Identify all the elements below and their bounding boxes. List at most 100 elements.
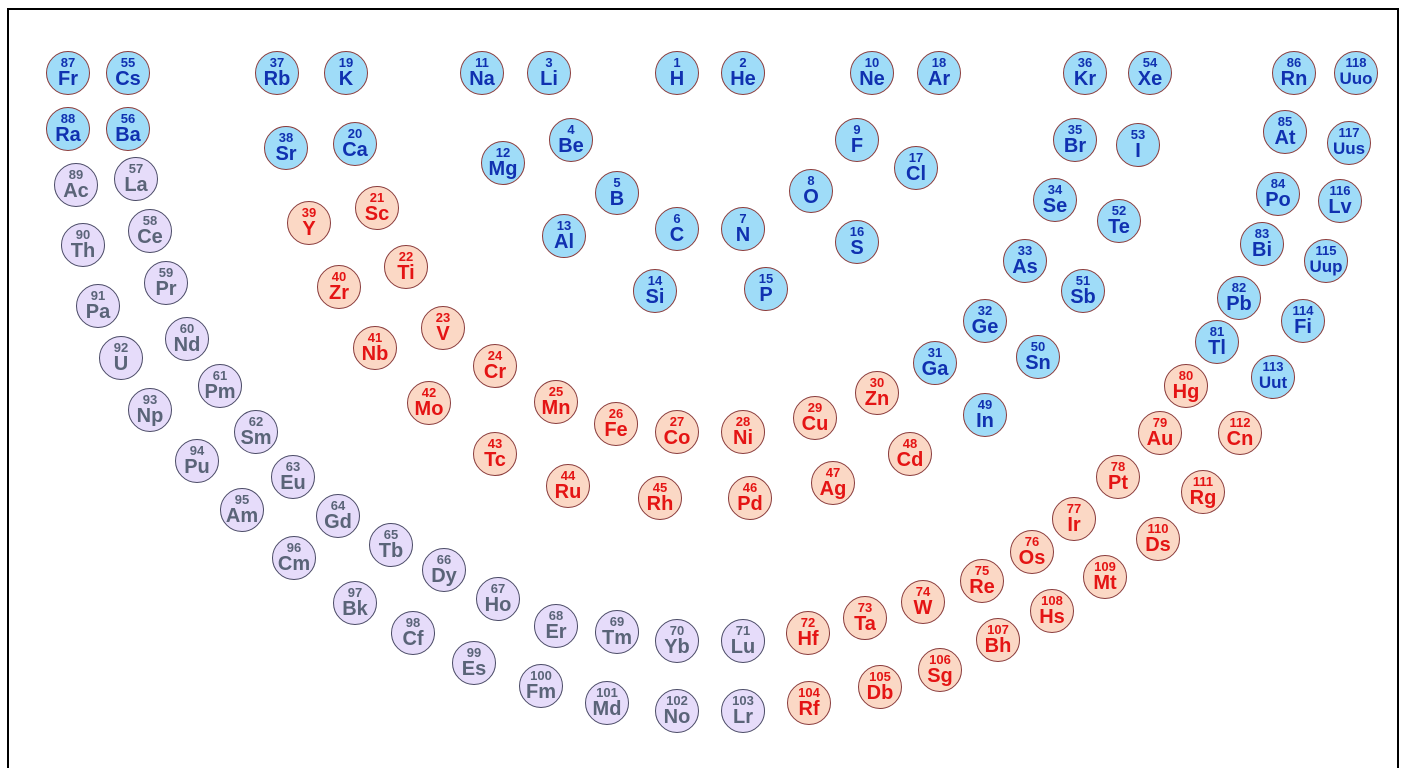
element-circle: 27 Co: [655, 410, 699, 454]
element-symbol: Fi: [1294, 316, 1312, 338]
atomic-number: 35: [1067, 122, 1083, 137]
element-circle: 111 Rg: [1181, 470, 1225, 514]
element-symbol: K: [338, 68, 354, 90]
element-symbol: Uup: [1309, 257, 1343, 276]
element-circle: 90 Th: [61, 223, 105, 267]
element-symbol: Sn: [1025, 352, 1051, 374]
atomic-number: 110: [1147, 521, 1169, 536]
element-symbol: Pr: [155, 278, 177, 300]
atomic-number: 29: [807, 400, 823, 415]
atomic-number: 62: [248, 414, 264, 429]
element-symbol: Uus: [1332, 139, 1366, 158]
atomic-number: 111: [1192, 474, 1214, 489]
atomic-number: 79: [1152, 415, 1168, 430]
element-circle: 12 Mg: [481, 141, 525, 185]
element-symbol: Mg: [488, 158, 518, 180]
element-circle: 20 Ca: [333, 122, 377, 166]
atomic-number: 50: [1030, 339, 1046, 354]
atomic-number: 48: [902, 436, 918, 451]
element-circle: 33 As: [1003, 239, 1047, 283]
element-circle: 99 Es: [452, 641, 496, 685]
element-circle: 73 Ta: [843, 596, 887, 640]
atomic-number: 91: [90, 288, 106, 303]
element-symbol: Tl: [1208, 337, 1226, 359]
atomic-number: 84: [1270, 176, 1286, 191]
element-circle: 16 S: [835, 220, 879, 264]
atomic-number: 33: [1017, 243, 1033, 258]
atomic-number: 30: [869, 375, 885, 390]
element-symbol: Db: [866, 682, 894, 704]
element-symbol: F: [850, 135, 864, 157]
element-symbol: Pt: [1108, 472, 1128, 494]
atomic-number: 1: [673, 55, 681, 70]
element-symbol: Ir: [1067, 514, 1081, 536]
element-symbol: Ac: [63, 180, 89, 202]
atomic-number: 57: [128, 161, 144, 176]
element-circle: 79 Au: [1138, 411, 1182, 455]
element-symbol: Sb: [1070, 286, 1096, 308]
atomic-number: 80: [1178, 368, 1194, 383]
element-circle: 94 Pu: [175, 439, 219, 483]
atomic-number: 44: [560, 468, 576, 483]
element-symbol: Ne: [859, 68, 885, 90]
element-circle: 60 Nd: [165, 317, 209, 361]
atomic-number: 55: [120, 55, 136, 70]
atomic-number: 75: [974, 563, 990, 578]
element-symbol: Li: [540, 68, 558, 90]
atomic-number: 16: [849, 224, 865, 239]
element-symbol: H: [669, 68, 685, 90]
element-symbol: Ti: [397, 262, 415, 284]
element-circle: 97 Bk: [333, 581, 377, 625]
element-circle: 82 Pb: [1217, 276, 1261, 320]
atomic-number: 77: [1066, 501, 1082, 516]
atomic-number: 88: [60, 111, 76, 126]
element-symbol: Th: [70, 240, 96, 262]
element-circle: 101 Md: [585, 681, 629, 725]
atomic-number: 22: [398, 249, 414, 264]
element-symbol: Tm: [602, 627, 632, 649]
atomic-number: 4: [567, 122, 575, 137]
atomic-number: 82: [1231, 280, 1247, 295]
atomic-number: 56: [120, 111, 136, 126]
atomic-number: 99: [466, 645, 482, 660]
element-circle: 23 V: [421, 306, 465, 350]
element-symbol: Ag: [819, 478, 847, 500]
element-circle: 45 Rh: [638, 476, 682, 520]
atomic-number: 86: [1286, 55, 1302, 70]
element-circle: 104 Rf: [787, 681, 831, 725]
atomic-number: 105: [869, 669, 891, 684]
atomic-number: 117: [1338, 125, 1360, 140]
element-circle: 52 Te: [1097, 199, 1141, 243]
element-circle: 109 Mt: [1083, 555, 1127, 599]
element-symbol: Fe: [604, 419, 628, 441]
element-circle: 68 Er: [534, 604, 578, 648]
element-circle: 32 Ge: [963, 299, 1007, 343]
element-circle: 64 Gd: [316, 494, 360, 538]
element-circle: 74 W: [901, 580, 945, 624]
element-circle: 88 Ra: [46, 107, 90, 151]
element-circle: 85 At: [1263, 110, 1307, 154]
atomic-number: 15: [758, 271, 774, 286]
atomic-number: 45: [652, 480, 668, 495]
element-circle: 83 Bi: [1240, 222, 1284, 266]
atomic-number: 39: [301, 205, 317, 220]
element-symbol: Nd: [173, 334, 201, 356]
element-symbol: Ho: [484, 594, 512, 616]
atomic-number: 69: [609, 614, 625, 629]
element-symbol: Mt: [1093, 572, 1117, 594]
element-symbol: Ru: [554, 481, 582, 503]
atomic-number: 94: [189, 443, 205, 458]
element-circle: 105 Db: [858, 665, 902, 709]
atomic-number: 32: [977, 303, 993, 318]
element-circle: 75 Re: [960, 559, 1004, 603]
element-circle: 15 P: [744, 267, 788, 311]
atomic-number: 18: [931, 55, 947, 70]
atomic-number: 19: [338, 55, 354, 70]
element-symbol: La: [124, 174, 148, 196]
element-symbol: Ca: [342, 139, 368, 161]
element-symbol: Rn: [1280, 68, 1308, 90]
atomic-number: 28: [735, 414, 751, 429]
element-circle: 13 Al: [542, 214, 586, 258]
